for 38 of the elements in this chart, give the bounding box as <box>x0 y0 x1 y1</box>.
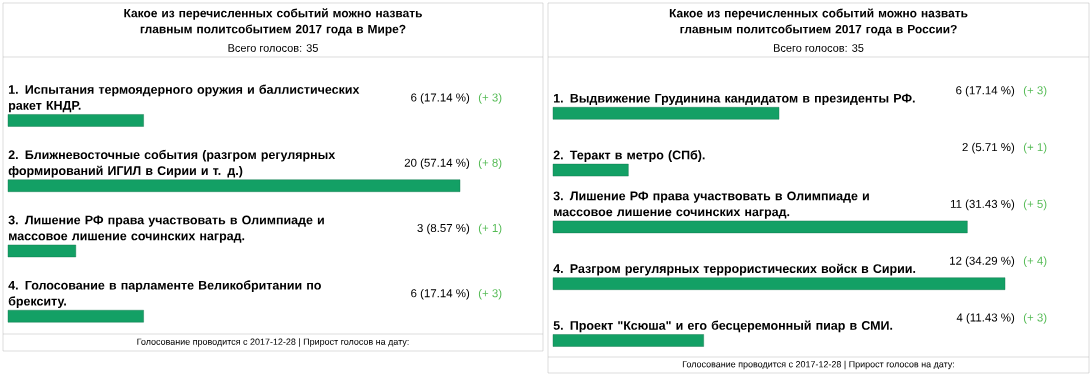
text: (+ 8) <box>478 158 502 170</box>
y-tick-label: 4. Разгром регулярных террористических войск в Сирии. <box>553 263 916 276</box>
data-label: 12 (34.29 %) <box>950 256 1015 268</box>
y-tick-label: 5. Проект "Ксюша" и его бесцеремонный пиар в СМИ. <box>553 320 893 333</box>
bar <box>552 334 704 347</box>
bar <box>552 107 780 120</box>
bar <box>552 163 629 177</box>
y-tick-label: 3. Лишение РФ права участвовать в Олимпиаде и массовое лишение сочинских наград. <box>8 215 324 243</box>
bar <box>552 220 968 234</box>
data-label: 11 (31.43 %) <box>950 199 1015 211</box>
y-tick-label: 4. Голосование в парламенте Великобритании по брекситу. <box>8 280 321 309</box>
data-label: 4 (11.43 %) <box>956 313 1015 324</box>
text: (+ 3) <box>1023 313 1047 324</box>
text: (+ 5) <box>1023 199 1047 211</box>
data-label: 2 (5.71 %) <box>962 142 1015 154</box>
data-label: 6 (17.14 %) <box>956 85 1015 97</box>
y-tick-label: 3. Лишение РФ права участвовать в Олимпиаде и массовое лишение сочинских наград. <box>553 191 869 219</box>
text: Голосование проводится с 2017-12-28 | Прирост голосов на дату: <box>137 338 409 347</box>
bar <box>552 277 1006 290</box>
text: (+ 3) <box>1023 85 1047 97</box>
data-label: 6 (17.14 %) <box>411 93 470 104</box>
y-tick-label: 1. Выдвижение Грудинина кандидатом в президенты РФ. <box>553 93 915 106</box>
text: (+ 3) <box>478 93 502 104</box>
text: (+ 3) <box>478 288 502 300</box>
chart-subtitle: Всего голосов: 35 <box>774 44 864 52</box>
text: Голосование проводится с 2017-12-28 | Прирост голосов на дату: <box>682 360 954 370</box>
y-tick-label: 2. Теракт в метро (СПб). <box>553 150 705 162</box>
chart-title: Какое из перечисленных событий можно назвать главным политсобытием 2017 года в Мире? <box>124 8 422 36</box>
data-label: 20 (57.14 %) <box>404 158 470 170</box>
chart-subtitle: Всего голосов: 35 <box>228 44 318 52</box>
text: (+ 1) <box>1023 142 1047 154</box>
y-tick-label: 1. Испытания термоядерного оружия и баллистических ракет КНДР. <box>8 84 360 113</box>
text: (+ 4) <box>1023 256 1047 268</box>
text: (+ 1) <box>478 223 502 235</box>
data-label: 6 (17.14 %) <box>411 288 470 300</box>
y-tick-label: 2. Ближневосточные события (разгром регулярных формирований ИГИЛ в Сирии и т. д.) <box>8 149 336 178</box>
data-label: 3 (8.57 %) <box>417 223 470 235</box>
chart-title: Какое из перечисленных событий можно назвать главным политсобытием 2017 года в России? <box>669 8 968 36</box>
